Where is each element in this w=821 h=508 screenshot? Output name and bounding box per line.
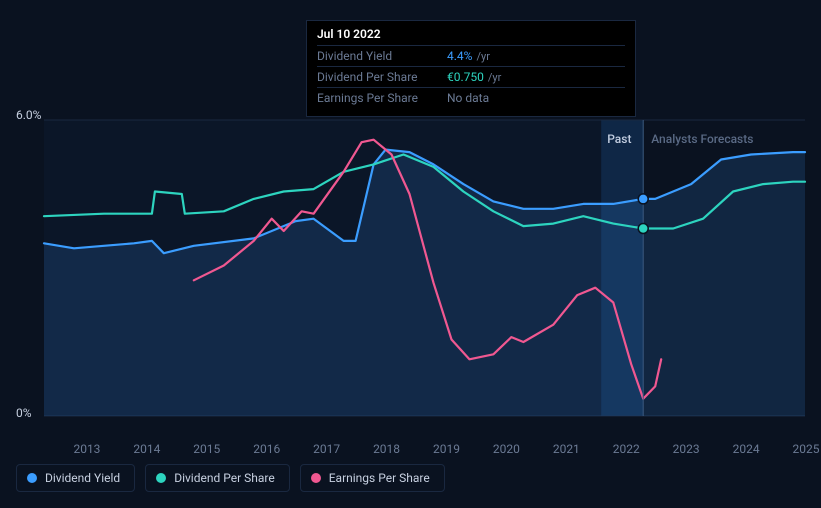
- x-tick: 2025: [793, 442, 794, 456]
- tooltip-metric-unit: /yr: [488, 71, 501, 84]
- tooltip-row: Earnings Per ShareNo data: [317, 87, 625, 108]
- legend-dot-icon: [27, 473, 37, 483]
- x-tick: 2021: [553, 442, 554, 456]
- legend-label: Earnings Per Share: [329, 471, 430, 485]
- x-tick: 2016: [253, 442, 254, 456]
- x-tick: 2014: [133, 442, 134, 456]
- x-tick: 2019: [433, 442, 434, 456]
- tooltip-metric-label: Earnings Per Share: [317, 91, 447, 105]
- x-tick: 2022: [613, 442, 614, 456]
- legend: Dividend Yield Dividend Per Share Earnings…: [16, 464, 445, 492]
- tooltip-metric-unit: /yr: [476, 50, 489, 63]
- x-tick: 2017: [313, 442, 314, 456]
- x-tick: 2023: [673, 442, 674, 456]
- legend-item-dividend-yield[interactable]: Dividend Yield: [16, 464, 135, 492]
- x-tick: 2020: [493, 442, 494, 456]
- x-tick: 2013: [73, 442, 74, 456]
- forecast-label: Analysts Forecasts: [651, 132, 753, 146]
- legend-label: Dividend Per Share: [174, 471, 275, 485]
- chart-svg: [0, 100, 821, 448]
- tooltip: Jul 10 2022 Dividend Yield4.4%/yrDividen…: [306, 20, 636, 117]
- legend-item-dividend-per-share[interactable]: Dividend Per Share: [145, 464, 290, 492]
- tooltip-date: Jul 10 2022: [317, 27, 625, 41]
- tooltip-metric-value: €0.750: [447, 70, 484, 84]
- x-tick: 2015: [193, 442, 194, 456]
- tooltip-metric-value: No data: [447, 91, 489, 105]
- legend-item-earnings-per-share[interactable]: Earnings Per Share: [300, 464, 445, 492]
- x-tick: 2018: [373, 442, 374, 456]
- tooltip-row: Dividend Per Share€0.750/yr: [317, 66, 625, 87]
- chart-area[interactable]: Past Analysts Forecasts 6.0% 0% 20132014…: [0, 100, 821, 448]
- tooltip-metric-label: Dividend Yield: [317, 49, 447, 63]
- past-label: Past: [607, 132, 631, 146]
- x-tick: 2024: [733, 442, 734, 456]
- legend-dot-icon: [311, 473, 321, 483]
- legend-label: Dividend Yield: [45, 471, 120, 485]
- tooltip-metric-label: Dividend Per Share: [317, 70, 447, 84]
- tooltip-row: Dividend Yield4.4% /yr: [317, 45, 625, 66]
- legend-dot-icon: [156, 473, 166, 483]
- tooltip-metric-value: 4.4%: [447, 49, 472, 63]
